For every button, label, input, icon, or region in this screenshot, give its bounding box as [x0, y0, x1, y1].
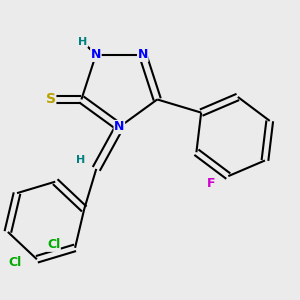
Text: N: N: [114, 121, 124, 134]
Text: Cl: Cl: [47, 238, 60, 251]
Text: S: S: [46, 92, 56, 106]
Text: N: N: [138, 48, 148, 62]
Text: H: H: [78, 37, 88, 47]
Text: F: F: [207, 177, 216, 190]
Text: Cl: Cl: [9, 256, 22, 269]
Text: N: N: [91, 48, 101, 62]
Text: H: H: [76, 155, 86, 165]
